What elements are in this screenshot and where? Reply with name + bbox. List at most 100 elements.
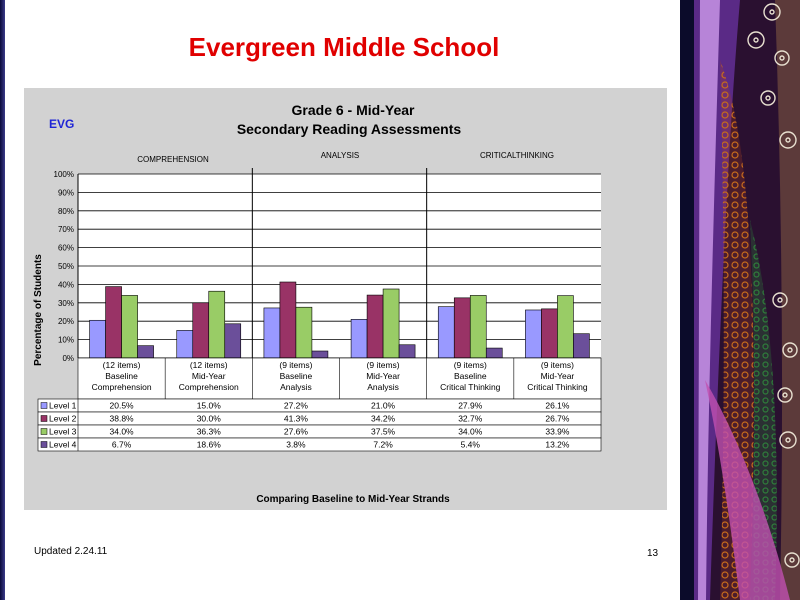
section-labels: COMPREHENSION ANALYSIS CRITICALTHINKING	[137, 151, 554, 164]
legend-swatch	[40, 402, 48, 409]
slide-title: Evergreen Middle School	[188, 32, 500, 62]
bar-level-2	[105, 286, 122, 359]
category-label: (12 items)	[103, 360, 141, 370]
table-row	[37, 437, 602, 452]
table-cell: 18.6%	[197, 440, 222, 450]
y-tick-label: 60%	[58, 244, 74, 253]
left-frame-bar	[0, 0, 5, 600]
category-label: Baseline	[105, 371, 138, 381]
category-label: Comprehension	[92, 382, 152, 392]
bar-level-3	[121, 295, 138, 359]
y-tick-label: 30%	[58, 299, 74, 308]
section-label: COMPREHENSION	[137, 155, 209, 164]
category-label: (9 items)	[367, 360, 400, 370]
bar-level-1	[263, 307, 281, 359]
category-label: Comprehension	[179, 382, 239, 392]
legend-label: Level 1	[49, 401, 77, 411]
category-label: (9 items)	[454, 360, 487, 370]
legend-label: Level 2	[49, 414, 77, 424]
table-cell: 6.7%	[112, 440, 132, 450]
table-cell: 34.0%	[458, 427, 483, 437]
chart-title: Grade 6 - Mid-Year	[292, 102, 415, 118]
category-label: (12 items)	[190, 360, 228, 370]
bar-level-3	[469, 295, 487, 359]
y-tick-label: 40%	[58, 280, 74, 289]
category-label: Mid-Year	[366, 371, 400, 381]
y-tick-label: 90%	[58, 188, 74, 197]
y-tick-label: 10%	[58, 336, 74, 345]
bar-level-2	[453, 297, 471, 359]
bar-level-2	[279, 281, 297, 359]
bar-level-1	[89, 319, 106, 359]
y-tick-label: 0%	[62, 354, 74, 363]
decorative-kimono-panel	[680, 0, 800, 600]
category-label: Mid-Year	[192, 371, 226, 381]
table-cell: 34.2%	[371, 414, 396, 424]
bar-level-4	[224, 323, 242, 359]
bar-level-3	[382, 288, 400, 359]
x-axis-label: Comparing Baseline to Mid-Year Strands	[256, 494, 450, 505]
bar-level-1	[350, 319, 368, 359]
table-cell: 13.2%	[545, 440, 570, 450]
table-cell: 36.3%	[197, 427, 222, 437]
y-tick-label: 80%	[58, 207, 74, 216]
table-cell: 32.7%	[458, 414, 483, 424]
legend-swatch	[40, 428, 48, 435]
table-cell: 41.3%	[284, 414, 309, 424]
table-cell: 27.6%	[284, 427, 309, 437]
section-label: ANALYSIS	[321, 151, 360, 160]
bar-level-4	[573, 333, 590, 359]
section-label: CRITICALTHINKING	[480, 151, 554, 160]
table-cell: 5.4%	[461, 440, 481, 450]
bar-level-1	[176, 330, 194, 359]
bar-level-4	[398, 344, 416, 359]
table-cell: 37.5%	[371, 427, 396, 437]
chart-svg: EVG Grade 6 - Mid-Year Secondary Reading…	[33, 102, 602, 505]
bar-level-4	[137, 345, 154, 359]
legend-label: Level 3	[49, 427, 77, 437]
table-cell: 20.5%	[110, 401, 135, 411]
category-label: Critical Thinking	[527, 382, 588, 392]
category-label: Baseline	[280, 371, 313, 381]
table-cell: 27.2%	[284, 401, 309, 411]
plot-area: 0% 10% 20% 30% 40% 50% 60% 70% 80% 90% 100%	[54, 168, 601, 363]
bar-level-3	[557, 295, 574, 359]
bar-level-1	[437, 306, 455, 359]
decorative-pattern	[680, 0, 800, 600]
table-cell: 3.8%	[286, 440, 306, 450]
table-cell: 30.0%	[197, 414, 222, 424]
bar-level-1	[525, 309, 542, 359]
table-cell: 38.8%	[110, 414, 135, 424]
table-cell: 26.1%	[545, 401, 570, 411]
y-tick-label: 20%	[58, 317, 74, 326]
table-cell: 27.9%	[458, 401, 483, 411]
table-cell: 26.7%	[545, 414, 570, 424]
bar-level-2	[541, 308, 558, 359]
table-cell: 21.0%	[371, 401, 396, 411]
category-label: Baseline	[454, 371, 487, 381]
category-label: Analysis	[367, 382, 399, 392]
legend-label: Level 4	[49, 440, 77, 450]
table-cell: 7.2%	[373, 440, 393, 450]
table-cell: 15.0%	[197, 401, 222, 411]
bar-level-3	[295, 306, 313, 359]
bar-level-3	[208, 290, 226, 359]
bar-level-4	[311, 350, 329, 359]
page-number: 13	[647, 548, 659, 559]
legend-swatch	[40, 415, 48, 422]
y-tick-label: 100%	[54, 170, 74, 179]
y-axis-label: Percentage of Students	[33, 254, 44, 366]
chart-area: EVG Grade 6 - Mid-Year Secondary Reading…	[24, 88, 667, 510]
y-tick-label: 70%	[58, 225, 74, 234]
bar-level-2	[366, 294, 384, 359]
legend-swatch	[40, 441, 48, 448]
chart-tag: EVG	[49, 117, 74, 131]
chart-subtitle: Secondary Reading Assessments	[237, 121, 462, 137]
y-tick-label: 50%	[58, 262, 74, 271]
category-label: Mid-Year	[541, 371, 575, 381]
table-cell: 34.0%	[110, 427, 135, 437]
bar-level-4	[485, 347, 503, 359]
bar-level-2	[192, 302, 210, 359]
